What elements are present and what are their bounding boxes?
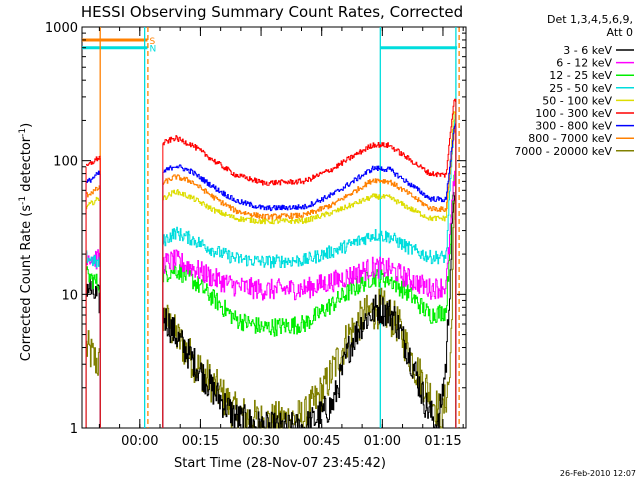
- series-line: [162, 114, 457, 269]
- flag-label: N: [149, 45, 156, 55]
- series-line: [86, 266, 101, 293]
- legend-label: 6 - 12 keV: [556, 57, 612, 70]
- series-line: [86, 185, 101, 198]
- series-line: [86, 250, 101, 268]
- x-tick-label: 00:00: [121, 434, 158, 449]
- series-line: [162, 170, 457, 301]
- x-axis-label: Start Time (28-Nov-07 23:45:42): [174, 456, 386, 471]
- footer-timestamp: 26-Feb-2010 12:07: [560, 469, 636, 478]
- series-line: [86, 330, 101, 376]
- series-line: [162, 123, 457, 212]
- y-tick-label: 1000: [45, 21, 78, 36]
- x-tick-label: 00:15: [182, 434, 219, 449]
- series-line: [162, 198, 457, 429]
- legend-label: 100 - 300 keV: [535, 107, 612, 120]
- y-tick-label: 100: [53, 155, 78, 170]
- plot-frame: [81, 26, 467, 429]
- series-line: [162, 111, 457, 225]
- series-line: [162, 127, 457, 220]
- series-line: [162, 98, 457, 186]
- series-line: [86, 170, 101, 183]
- chart-title: HESSI Observing Summary Count Rates, Cor…: [81, 3, 463, 21]
- legend-label: 800 - 7000 keV: [528, 132, 612, 145]
- series-line: [86, 196, 101, 210]
- legend-label: 300 - 800 keV: [535, 120, 612, 133]
- plot-area: SN 1 10 100 1000 00:00 00:15 00:30 00:45 01:00 01:…: [45, 21, 467, 449]
- x-tick-label: 00:30: [242, 434, 279, 449]
- legend-label: 25 - 50 keV: [549, 82, 612, 95]
- x-tick-label: 00:45: [303, 434, 340, 449]
- legend-label: 3 - 6 keV: [563, 44, 612, 57]
- legend-label: 7000 - 20000 keV: [514, 145, 612, 158]
- legend-label: 50 - 100 keV: [542, 94, 612, 107]
- y-tick-label: 10: [61, 288, 78, 303]
- series-line: [162, 192, 457, 429]
- x-tick-label: 01:00: [364, 434, 401, 449]
- legend-header-detectors: Det 1,3,4,5,6,9,: [547, 13, 633, 26]
- series-line: [162, 174, 457, 337]
- y-axis-label: Corrected Count Rate (s-1 detector-1): [18, 123, 34, 361]
- legend-header-attenuator: Att 0: [607, 26, 633, 39]
- flag-label: S: [149, 37, 155, 47]
- y-tick-label: 1: [70, 422, 78, 437]
- series-line: [86, 155, 101, 166]
- legend-label: 12 - 25 keV: [549, 69, 612, 82]
- x-tick-label: 01:15: [424, 434, 461, 449]
